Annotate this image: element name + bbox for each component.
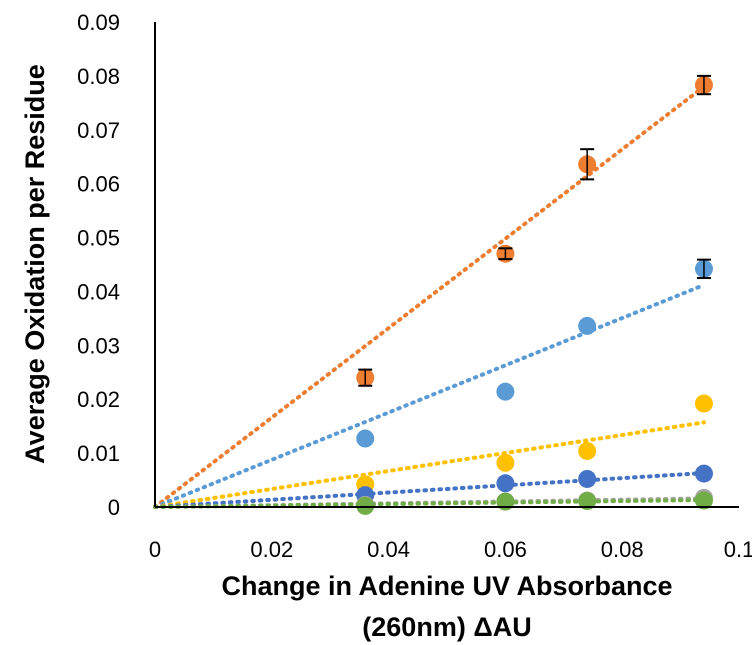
data-point — [694, 394, 713, 413]
data-point — [356, 429, 375, 448]
y-tick-label: 0.08 — [77, 64, 120, 89]
data-point — [578, 492, 597, 511]
y-tick-label: 0.04 — [77, 279, 120, 304]
y-tick-label: 0 — [108, 495, 120, 520]
x-axis-title-line-2: (260nm) ΔAU — [362, 612, 531, 642]
data-point — [496, 453, 515, 472]
data-point — [694, 464, 713, 483]
trendline — [153, 282, 706, 509]
tick-labels: 0 0.02 0.04 0.06 0.08 0.1 0 0.01 0.02 0.03 0.04 0.0… — [77, 10, 752, 562]
trendline — [153, 84, 706, 509]
trendlines — [153, 84, 706, 509]
trendline — [153, 471, 706, 509]
y-tick-label: 0.09 — [77, 10, 120, 35]
y-tick-label: 0.02 — [77, 387, 120, 412]
y-tick-label: 0.05 — [77, 226, 120, 251]
error-bar — [696, 74, 711, 96]
data-point — [496, 474, 515, 493]
data-point — [356, 496, 375, 515]
error-bar — [358, 368, 373, 387]
axes — [154, 22, 739, 508]
data-point — [578, 316, 597, 335]
x-tick-label: 0.04 — [367, 537, 410, 562]
y-tick-label: 0.06 — [77, 172, 120, 197]
x-tick-label: 0.02 — [250, 537, 293, 562]
data-point — [694, 491, 713, 510]
y-tick-label: 0.07 — [77, 118, 120, 143]
error-bar — [580, 148, 595, 181]
error-bar — [696, 258, 711, 279]
y-axis-title: Average Oxidation per Residue — [20, 64, 50, 464]
x-tick-label: 0.06 — [484, 537, 527, 562]
trendline — [153, 420, 706, 509]
data-point — [578, 441, 597, 460]
x-tick-label: 0 — [149, 537, 161, 562]
x-tick-label: 0.08 — [601, 537, 644, 562]
x-axis-title-line-1: Change in Adenine UV Absorbance — [221, 571, 672, 601]
y-tick-label: 0.01 — [77, 441, 120, 466]
trendline — [153, 497, 706, 509]
y-tick-label: 0.03 — [77, 333, 120, 358]
data-point — [496, 382, 515, 401]
x-tick-label: 0.1 — [724, 537, 752, 562]
data-point — [578, 469, 597, 488]
error-bar — [498, 247, 513, 261]
